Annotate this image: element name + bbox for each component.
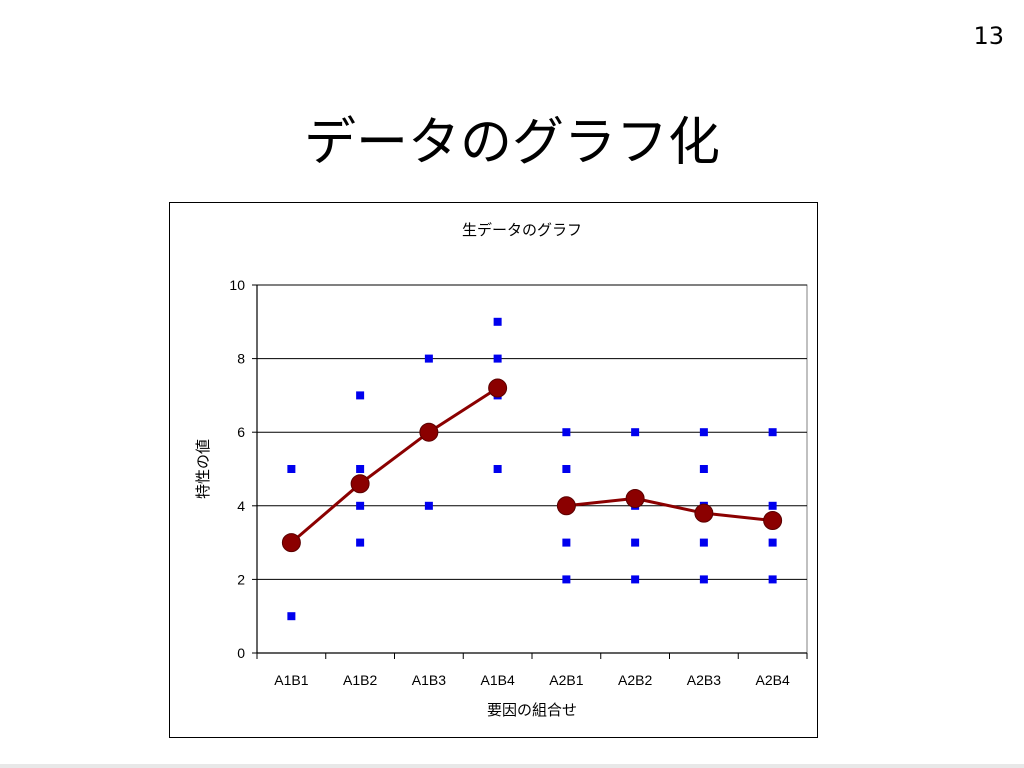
data-point bbox=[768, 538, 777, 547]
data-point bbox=[287, 612, 296, 621]
mean-line bbox=[290, 386, 499, 544]
data-point bbox=[562, 428, 571, 437]
data-point bbox=[699, 575, 708, 584]
y-tick-label: 4 bbox=[237, 498, 245, 514]
data-point bbox=[424, 354, 433, 363]
x-tick-label: A2B2 bbox=[618, 672, 652, 688]
y-axis-label: 特性の値 bbox=[194, 439, 212, 499]
bottom-divider bbox=[0, 764, 1024, 768]
mean-marker bbox=[694, 503, 714, 523]
data-point bbox=[493, 354, 502, 363]
x-tick-label: A1B4 bbox=[481, 672, 515, 688]
data-point bbox=[699, 428, 708, 437]
mean-marker bbox=[763, 511, 783, 531]
data-point bbox=[493, 465, 502, 473]
chart-frame: 生データのグラフ 0 2 4 6 8 10 A1B1 A1B2 A1B3 A1B4 A2B1 A2B2 A… bbox=[169, 202, 818, 738]
chart-title: 生データのグラフ bbox=[462, 221, 582, 239]
data-point bbox=[562, 465, 571, 473]
data-point bbox=[699, 465, 708, 473]
data-point bbox=[356, 391, 365, 400]
x-tick-label: A2B3 bbox=[687, 672, 721, 688]
chart-svg: 生データのグラフ 0 2 4 6 8 10 A1B1 A1B2 A1B3 A1B4 A2B1 A2B2 A… bbox=[194, 221, 808, 719]
mean-marker bbox=[350, 474, 370, 494]
data-point bbox=[562, 575, 571, 584]
page-number: 13 bbox=[973, 22, 1004, 50]
x-tick-label: A2B1 bbox=[549, 672, 583, 688]
y-tick-label: 8 bbox=[237, 351, 245, 367]
y-tick-label: 2 bbox=[237, 571, 245, 587]
y-tick-label: 6 bbox=[237, 424, 245, 440]
data-point bbox=[356, 538, 365, 547]
mean-marker bbox=[281, 533, 301, 553]
data-point bbox=[631, 575, 640, 584]
x-tick-label: A1B3 bbox=[412, 672, 446, 688]
mean-marker bbox=[556, 496, 576, 516]
data-point bbox=[699, 538, 708, 547]
data-point bbox=[631, 538, 640, 547]
x-tick-label: A1B1 bbox=[274, 672, 308, 688]
data-point bbox=[631, 428, 640, 437]
data-point bbox=[768, 428, 777, 437]
mean-marker bbox=[488, 378, 508, 398]
y-tick-label: 10 bbox=[229, 277, 245, 293]
x-tick-label: A2B4 bbox=[756, 672, 790, 688]
data-point bbox=[768, 575, 777, 584]
data-point bbox=[287, 465, 296, 473]
data-point bbox=[768, 501, 777, 510]
mean-marker bbox=[419, 422, 439, 442]
data-point bbox=[356, 465, 365, 473]
data-point bbox=[493, 317, 502, 326]
plot-area bbox=[256, 284, 808, 654]
slide-title: データのグラフ化 bbox=[303, 113, 720, 173]
data-point bbox=[562, 538, 571, 547]
x-tick-label: A1B2 bbox=[343, 672, 377, 688]
data-point bbox=[356, 501, 365, 510]
y-tick-label: 0 bbox=[237, 645, 245, 661]
data-point bbox=[424, 501, 433, 510]
x-axis-label: 要因の組合せ bbox=[487, 701, 577, 719]
mean-line bbox=[566, 496, 773, 523]
mean-marker bbox=[625, 488, 645, 508]
